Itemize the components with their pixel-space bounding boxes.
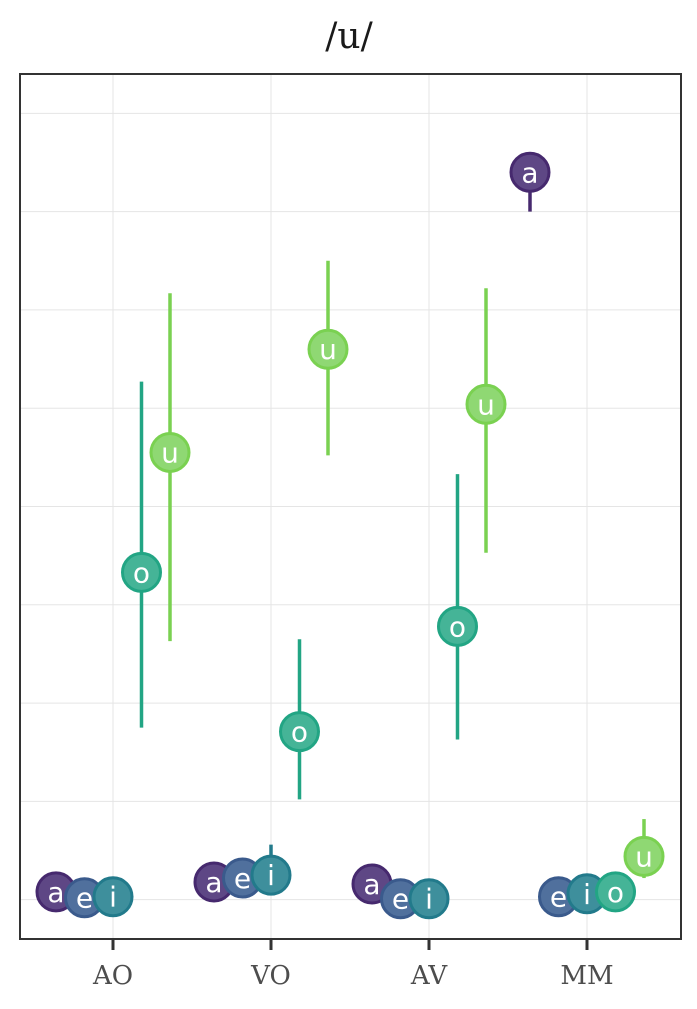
x-tick-label: AO: [92, 961, 133, 991]
data-point-label: a: [363, 868, 380, 901]
data-point-label: a: [47, 876, 64, 909]
data-point: [437, 605, 478, 647]
data-point-label: e: [550, 881, 567, 914]
data-point: [307, 328, 349, 370]
chart-title: /u/: [325, 16, 373, 57]
x-tick-label: VO: [250, 961, 291, 991]
data-point-label: i: [425, 883, 433, 916]
data-point-label: i: [583, 878, 591, 911]
x-tick-label: MM: [560, 961, 613, 991]
data-point-label: a: [205, 866, 222, 899]
data-point-label: i: [109, 881, 117, 914]
data-point-label: o: [607, 876, 624, 909]
data-point-label: a: [521, 156, 538, 189]
data-point: [92, 876, 134, 918]
data-point-label: i: [267, 859, 275, 892]
data-point: [465, 383, 507, 425]
data-point-label: o: [133, 556, 150, 589]
x-tick-label: AV: [410, 961, 448, 991]
data-point: [149, 431, 191, 473]
data-point: [121, 551, 162, 593]
data-point: [509, 151, 551, 193]
data-point-label: e: [234, 862, 251, 895]
data-point-label: u: [319, 333, 337, 366]
data-point: [623, 835, 665, 877]
data-point-label: o: [291, 716, 308, 749]
data-point-label: o: [449, 610, 466, 643]
data-point: [595, 871, 636, 913]
data-point-label: u: [477, 388, 495, 421]
data-point: [408, 878, 450, 920]
grid: [20, 74, 681, 939]
plot-panel-border: [19, 73, 682, 940]
data-point-label: u: [161, 436, 179, 469]
data-point: [250, 854, 292, 896]
data-point-label: e: [392, 883, 409, 916]
data-point-label: u: [635, 840, 653, 873]
data-point: [279, 711, 320, 753]
data-point-label: e: [76, 882, 93, 915]
x-axis: AO VO AV MM: [92, 939, 614, 991]
